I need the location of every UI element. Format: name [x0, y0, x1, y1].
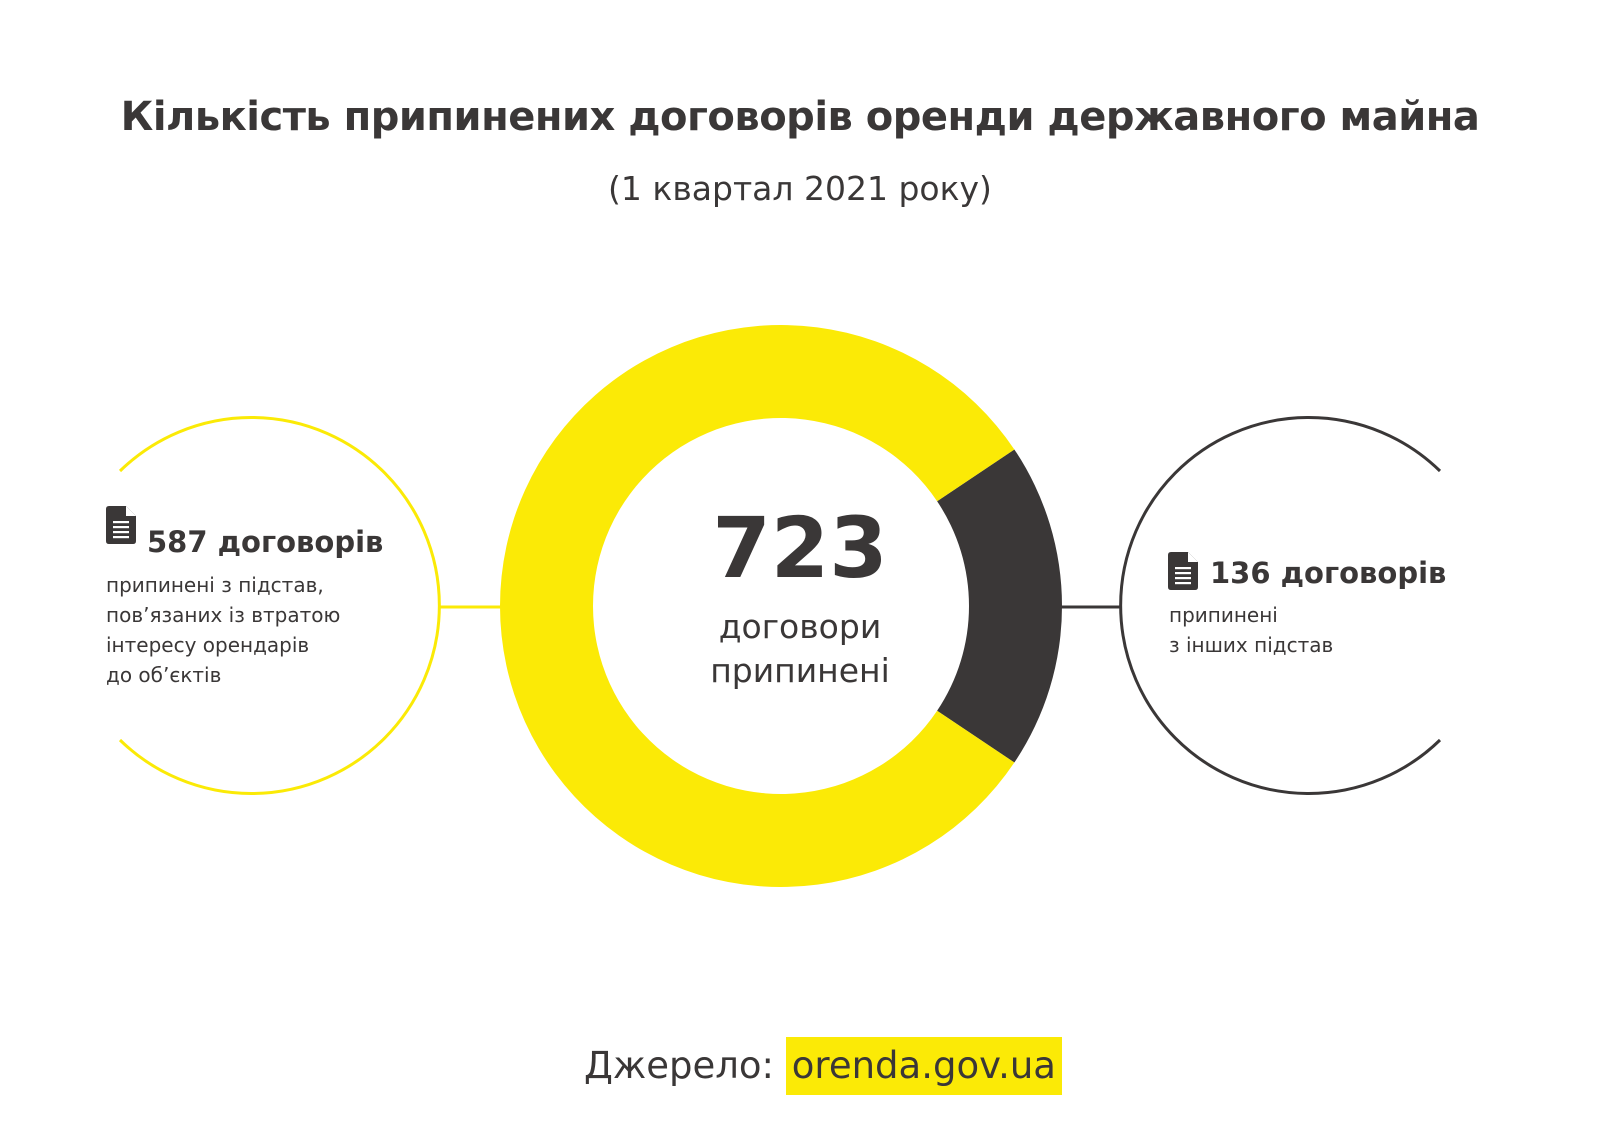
left-stat-description: припинені з підстав, пов’язаних із втрат…: [106, 570, 340, 690]
chart-title: Кількість припинених договорів оренди де…: [120, 94, 1480, 140]
left-desc-line: припинені з підстав,: [106, 573, 324, 597]
right-stat-value: 136 договорів: [1210, 556, 1447, 590]
chart-subtitle: (1 квартал 2021 року): [608, 169, 992, 208]
right-desc-line: припинені: [1169, 603, 1278, 627]
left-stat-value: 587 договорів: [147, 525, 384, 559]
left-callout-circle: [118, 416, 441, 795]
donut-slice-587: [500, 325, 1015, 888]
source-prefix: Джерело:: [584, 1044, 775, 1087]
left-desc-line: до об’єктів: [106, 663, 222, 687]
right-stat-description: припинені з інших підстав: [1169, 600, 1333, 660]
document-icon: [106, 506, 136, 544]
total-value: 723: [712, 499, 888, 597]
right-desc-line: з інших підстав: [1169, 633, 1334, 657]
total-label-line1: договори: [718, 607, 882, 646]
donut-slice-136: [937, 449, 1062, 763]
left-desc-line: пов’язаних із втратою: [106, 603, 341, 627]
document-icon: [1168, 552, 1198, 590]
left-desc-line: інтересу орендарів: [106, 633, 310, 657]
source-link[interactable]: orenda.gov.ua: [785, 1037, 1062, 1095]
total-label-line2: припинені: [710, 651, 890, 690]
total-label: договори припинені: [640, 605, 960, 693]
source-line: Джерело: orenda.gov.ua: [584, 1036, 1062, 1096]
